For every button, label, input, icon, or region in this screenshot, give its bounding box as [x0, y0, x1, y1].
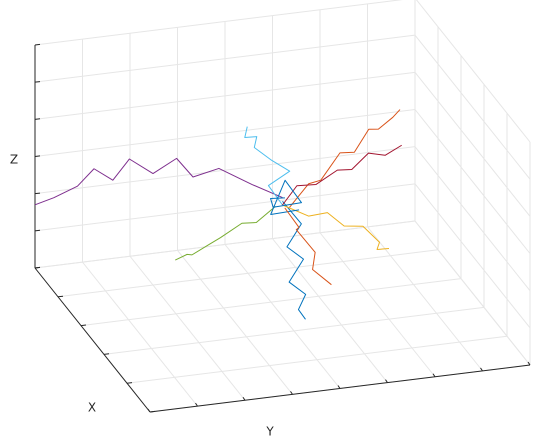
- grid-line: [34, 71, 416, 120]
- trajectory: [270, 179, 302, 215]
- tick-mark: [103, 353, 110, 355]
- trajectory: [244, 126, 291, 206]
- tick-mark: [242, 396, 246, 401]
- grid-line: [414, 34, 531, 180]
- grid-line: [319, 232, 436, 378]
- grid-line: [34, 146, 416, 195]
- tick-mark: [149, 410, 156, 413]
- grid-line: [34, 109, 416, 157]
- grid-line: [414, 72, 531, 217]
- tick-mark: [147, 408, 151, 413]
- grid-line: [34, 0, 403, 46]
- grid-line: [129, 255, 246, 401]
- tick-mark: [34, 155, 41, 157]
- trajectory: [282, 144, 402, 206]
- tick-mark: [57, 295, 64, 298]
- tick-mark: [80, 324, 87, 327]
- grid-line: [34, 183, 416, 232]
- grid-line: [34, 34, 416, 83]
- grid-line: [34, 220, 416, 269]
- tick-mark: [34, 192, 41, 195]
- grid-line: [272, 238, 388, 383]
- tick-mark: [290, 391, 293, 395]
- grid-line: [414, 183, 531, 329]
- tick-mark: [527, 361, 531, 366]
- tick-mark: [126, 382, 133, 384]
- trajectory: [175, 206, 276, 261]
- z-axis-label: Z: [10, 153, 18, 167]
- tick-mark: [34, 43, 41, 46]
- tick-mark: [432, 373, 436, 378]
- y-axis-label: Y: [265, 425, 274, 439]
- trajectory: [289, 109, 401, 208]
- tick-mark: [34, 81, 41, 83]
- trajectory: [282, 200, 307, 320]
- tick-mark: [34, 118, 41, 120]
- tick-mark: [480, 367, 483, 372]
- tick-mark: [337, 385, 341, 389]
- x-axis-label: X: [88, 401, 96, 415]
- trajectory: [284, 207, 332, 286]
- grid-line: [414, 146, 531, 291]
- axis-line: [34, 267, 151, 413]
- grid-line: [177, 250, 293, 395]
- trajectory: [34, 157, 283, 206]
- tick-mark: [385, 379, 388, 383]
- grid-line: [82, 261, 198, 407]
- grid-line: [414, 109, 531, 254]
- grid-line: [367, 226, 483, 372]
- tick-mark: [34, 229, 41, 232]
- grid-line: [224, 244, 341, 389]
- grid-line: [415, 0, 531, 143]
- tick-mark: [195, 402, 198, 407]
- tick-mark: [34, 266, 41, 269]
- trajectory: [282, 204, 390, 250]
- grid-line: [414, 220, 531, 366]
